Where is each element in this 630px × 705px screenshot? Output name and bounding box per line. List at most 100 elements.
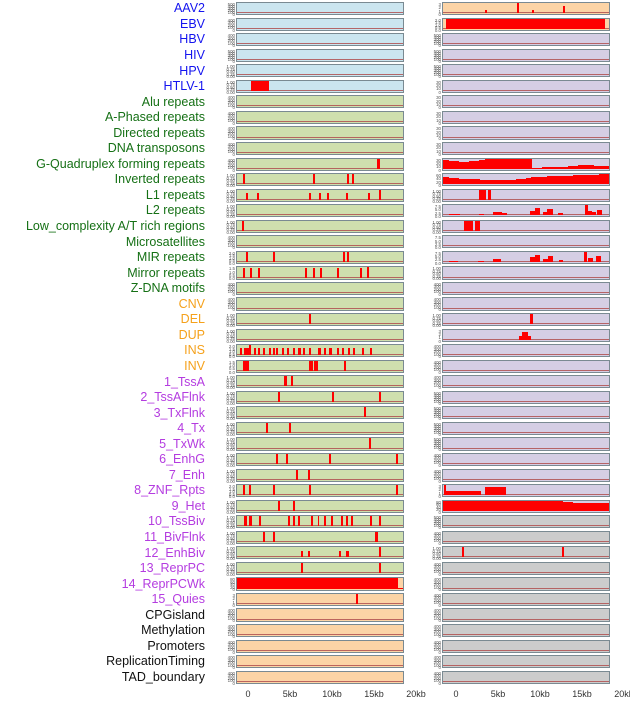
track-panel-left[interactable] [236,235,404,249]
track-row[interactable]: Alu repeats 400 300 200 100 0 30 20 10 0 [0,94,630,110]
track-row[interactable]: 10_TssBiv 1.00 0.75 0.50 0.25 0.00 500 400 300 20… [0,515,630,530]
track-row[interactable]: DUP 1.00 0.75 0.50 0.25 0.00 3 2 1 0 [0,327,630,343]
track-panel-left[interactable] [236,110,404,125]
track-label-a-phased-repeats[interactable]: A-Phased repeats [104,110,205,125]
track-panel-right[interactable] [442,110,610,125]
track-row[interactable]: Methylation 400 300 200 100 0 400 300 200 100 0 [0,624,630,639]
track-label-cpgisland[interactable]: CPGisland [145,607,205,622]
track-panel-left[interactable] [236,188,404,202]
track-panel-left[interactable] [236,484,404,498]
track-label-dup[interactable]: DUP [178,327,205,342]
track-label-hbv[interactable]: HBV [179,32,205,47]
track-row[interactable]: Z-DNA motifs 400 300 200 100 0 400 300 200 100 0 [0,281,630,297]
track-row[interactable]: 13_ReprPC 1.00 0.75 0.50 0.25 0.00 400 300 200 10… [0,561,630,577]
track-label-dna-transposons[interactable]: DNA transposons [107,141,205,156]
track-label-mir-repeats[interactable]: MIR repeats [136,250,205,265]
track-panel-left[interactable] [236,655,404,669]
track-panel-right[interactable] [442,530,610,544]
track-label-3-txflnk[interactable]: 3_TxFlnk [153,405,205,420]
track-panel-right[interactable] [442,328,610,342]
track-panel-right[interactable] [442,64,610,78]
track-panel-left[interactable] [236,406,404,420]
track-label-ins[interactable]: INS [184,343,205,358]
track-label-14-reprpcwk[interactable]: 14_ReprPCWk [121,576,205,591]
track-panel-right[interactable] [442,390,610,404]
track-panel-right[interactable] [442,48,610,62]
track-panel-right[interactable] [442,266,610,280]
track-panel-right[interactable] [442,188,610,202]
track-panel-right[interactable] [442,297,610,311]
track-panel-left[interactable] [236,95,404,109]
track-panel-left[interactable] [236,204,404,218]
track-panel-left[interactable] [236,79,404,93]
track-panel-left[interactable] [236,157,404,171]
track-row[interactable]: 9_Het 1.00 0.75 0.50 0.25 0.00 80 60 40 20 0 [0,499,630,515]
track-row[interactable]: 7_Enh 1.00 0.75 0.50 0.25 0.00 400 300 200 100 0 [0,468,630,483]
track-label-microsatellites[interactable]: Microsatellites [125,234,205,249]
track-panel-left[interactable] [236,437,404,451]
track-label-l2-repeats[interactable]: L2 repeats [145,203,205,218]
track-panel-right[interactable] [442,406,610,420]
track-row[interactable]: 6_EnhG 1.00 0.75 0.50 0.25 0.00 400 300 200 100 0 [0,452,630,468]
track-label-5-txwk[interactable]: 5_TxWk [159,436,205,451]
track-panel-right[interactable] [442,452,610,467]
track-panel-left[interactable] [236,2,404,16]
track-panel-left[interactable] [236,530,404,544]
track-row[interactable]: 4_Tx 1.00 0.75 0.50 0.25 0.00 500 400 300 200 100 0 [0,421,630,437]
track-row[interactable]: L2 repeats 1.00 0.75 0.50 0.25 0.00 7.5 5.0 2.5 0… [0,203,630,219]
track-panel-left[interactable] [236,141,404,156]
track-panel-left[interactable] [236,313,404,327]
track-panel-right[interactable] [442,313,610,327]
track-panel-left[interactable] [236,639,404,653]
track-label-alu-repeats[interactable]: Alu repeats [141,94,205,109]
track-label-promoters[interactable]: Promoters [147,638,205,653]
track-row[interactable]: DNA transposons 400 300 200 100 0 30 20 10 0 [0,141,630,157]
track-panel-right[interactable] [442,204,610,218]
track-label-mirror-repeats[interactable]: Mirror repeats [127,265,205,280]
track-label-12-enhbiv[interactable]: 12_EnhBiv [144,545,205,560]
track-panel-left[interactable] [236,219,404,233]
track-label-6-enhg[interactable]: 6_EnhG [159,452,205,467]
track-panel-left[interactable] [236,48,404,62]
track-row[interactable]: 5_TxWk 1.00 0.75 0.50 0.25 0.00 500 400 300 200 10… [0,436,630,452]
track-label-13-reprpc[interactable]: 13_ReprPC [139,561,205,576]
track-row[interactable]: Directed repeats 400 300 200 100 0 30 20 10 0 [0,125,630,141]
track-panel-right[interactable] [442,141,610,156]
track-panel-right[interactable] [442,608,610,622]
track-panel-left[interactable] [236,281,404,296]
track-row[interactable]: G-Quadruplex forming repeats 400 300 200 100… [0,157,630,172]
track-row[interactable]: INV 1.5 1.0 0.5 0.0 400 300 200 100 0 [0,358,630,375]
track-row[interactable]: DEL 1.00 0.75 0.50 0.25 0.00 1.00 0.75 0.50 0.25 0… [0,313,630,328]
track-row[interactable]: MIR repeats 2.0 1.5 1.0 0.5 0.0 7.5 5.0 2.5 0.0 [0,250,630,266]
track-panel-right[interactable] [442,173,610,187]
track-label-aav2[interactable]: AAV2 [173,1,205,16]
track-panel-right[interactable] [442,499,610,513]
track-panel-left[interactable] [236,546,404,560]
track-row[interactable]: 12_EnhBiv 1.00 0.75 0.50 0.25 0.00 1.00 0.75 0.5… [0,545,630,561]
track-panel-right[interactable] [442,33,610,47]
track-row[interactable]: A-Phased repeats 400 300 200 100 0 30 20 10 0 [0,110,630,126]
track-panel-right[interactable] [442,561,610,575]
track-panel-left[interactable] [236,515,404,529]
track-row[interactable]: Low_complexity A/T rich regions 1.00 0.75 0… [0,219,630,235]
track-panel-right[interactable] [442,344,610,358]
track-panel-left[interactable] [236,359,404,373]
track-panel-right[interactable] [442,546,610,560]
track-row[interactable]: INS 2.0 1.5 1.0 0.5 0.0 400 300 200 100 0 [0,343,630,359]
track-label-hpv[interactable]: HPV [179,63,205,78]
track-label-l1-repeats[interactable]: L1 repeats [145,187,205,202]
track-row[interactable]: CPGisland 400 300 200 100 0 400 300 200 100 0 [0,607,630,623]
track-label-directed-repeats[interactable]: Directed repeats [113,125,205,140]
track-panel-right[interactable] [442,670,610,684]
track-panel-right[interactable] [442,421,610,436]
track-panel-left[interactable] [236,64,404,78]
track-label-low-complexity-a-t-rich-regions[interactable]: Low_complexity A/T rich regions [25,219,205,234]
track-panel-right[interactable] [442,515,610,529]
track-panel-right[interactable] [442,126,610,140]
track-panel-left[interactable] [236,297,404,311]
track-row[interactable]: L1 repeats 1.00 0.75 0.50 0.25 0.00 1.00 0.75 0.… [0,187,630,204]
track-panel-right[interactable] [442,655,610,669]
track-panel-right[interactable] [442,577,610,591]
track-label-inv[interactable]: INV [184,358,205,373]
track-panel-left[interactable] [236,266,404,280]
